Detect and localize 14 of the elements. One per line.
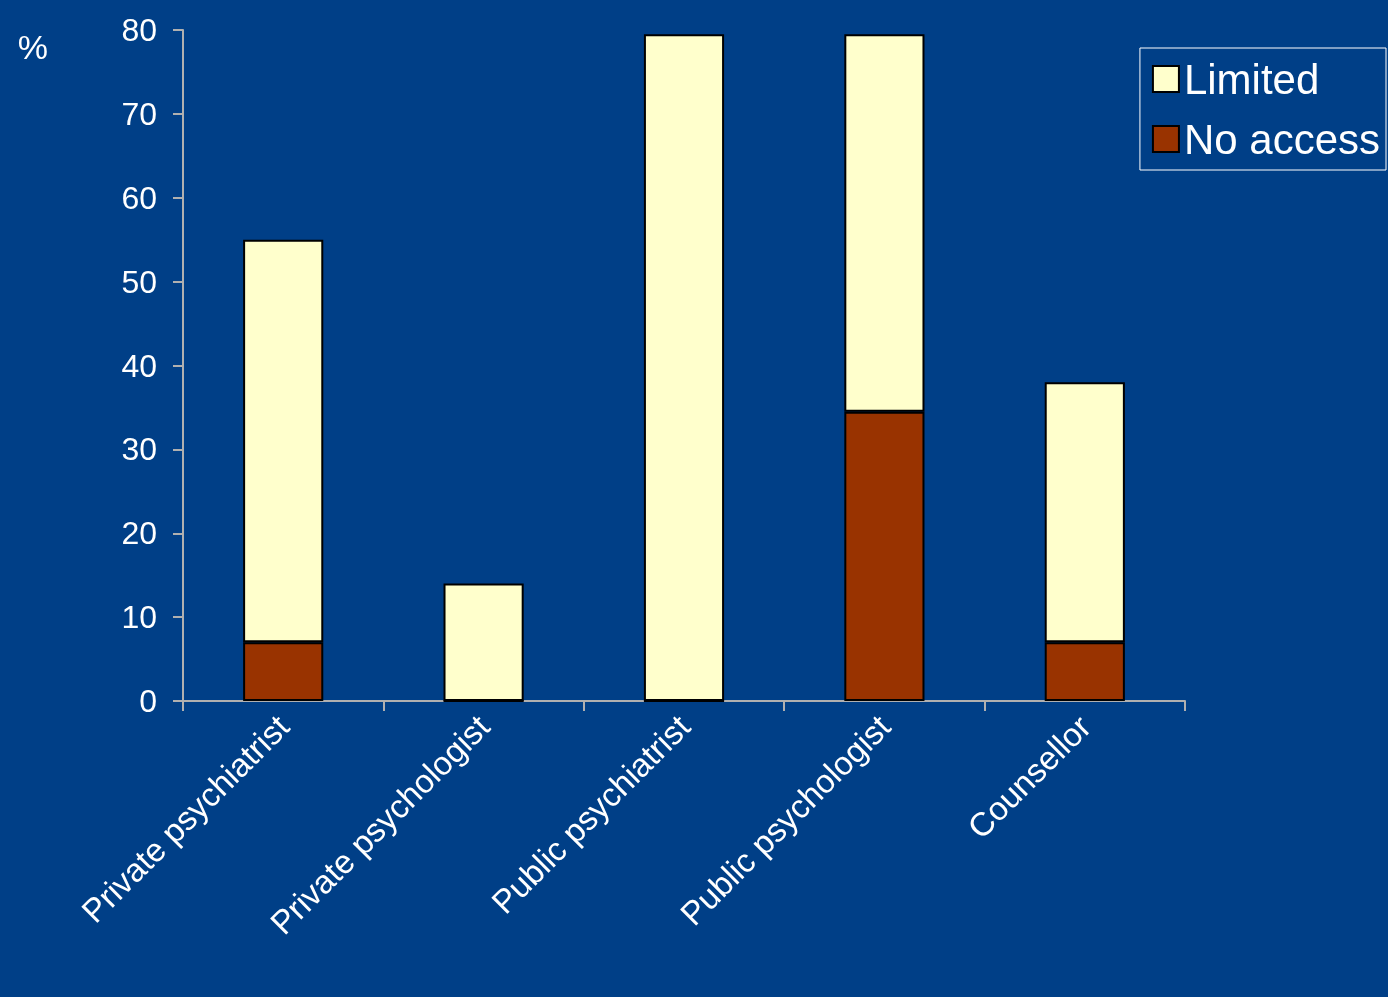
y-tick-label: 20 <box>121 515 157 552</box>
y-tick-label: 70 <box>121 95 157 132</box>
y-axis-title: % <box>17 28 48 66</box>
y-tick-label: 80 <box>121 12 157 48</box>
y-tick-label: 30 <box>121 431 157 468</box>
legend-label: No access <box>1183 115 1380 163</box>
y-tick-label: 50 <box>121 263 157 300</box>
bar <box>443 583 524 701</box>
y-tick-label: 0 <box>139 683 157 719</box>
y-tick-label: 10 <box>121 599 157 636</box>
y-tick-label: 60 <box>121 179 157 216</box>
legend-label: Limited <box>1183 55 1320 103</box>
bar <box>643 34 725 701</box>
y-tick-label: 40 <box>121 347 157 384</box>
